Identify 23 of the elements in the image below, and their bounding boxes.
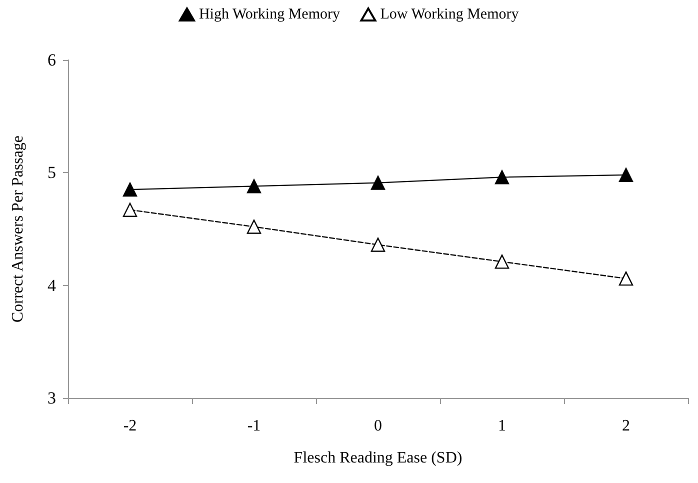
point (618, 271, 634, 286)
point (494, 254, 510, 269)
y-tick-label: 4 (48, 276, 56, 295)
point (618, 168, 634, 182)
y-axis-title: Correct Answers Per Passage (10, 135, 26, 323)
point (122, 182, 138, 197)
y-tick-label: 5 (48, 163, 56, 182)
x-tick-label: -2 (123, 418, 137, 434)
point (370, 238, 386, 252)
point (370, 176, 386, 190)
y-tick-label: 3 (48, 388, 56, 408)
point (246, 179, 262, 194)
point (122, 202, 138, 217)
x-tick-label: -1 (247, 418, 261, 434)
legend-label: Low Working Memory (380, 6, 520, 22)
x-tick-label: 1 (498, 418, 506, 434)
y-tick-label: 6 (48, 50, 56, 70)
x-tick-label: 0 (374, 418, 382, 434)
x-tick-label: 2 (622, 418, 630, 434)
point (494, 170, 510, 184)
point (246, 220, 262, 234)
x-axis-title: Flesch Reading Ease (SD) (294, 450, 462, 466)
legend-label: High Working Memory (198, 6, 340, 22)
